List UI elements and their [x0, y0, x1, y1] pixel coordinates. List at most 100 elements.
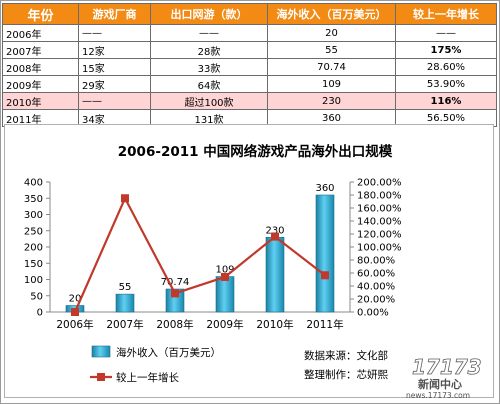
- bar-data-label: 20: [69, 294, 82, 305]
- bar-data-label: 109: [215, 265, 234, 276]
- cell-year: 2010年: [2, 92, 79, 110]
- bar: [215, 276, 235, 313]
- table-row: 2006年 —— —— 20 ——: [2, 24, 497, 42]
- x-tick-label: 2007年: [106, 318, 143, 331]
- legend-swatch-marker: [97, 373, 105, 381]
- cell-year: 2008年: [2, 58, 79, 76]
- growth-marker: [321, 271, 329, 280]
- cell-games: 33款: [150, 58, 268, 76]
- bar: [115, 293, 135, 313]
- cell-vendors: ——: [78, 92, 151, 110]
- watermark-brand: 17173: [412, 355, 482, 379]
- table-row: 2008年 15家 33款 70.74 28.60%: [2, 58, 497, 76]
- chart-container: 2006-2011 中国网络游戏产品海外出口规模 0 50 100 150 200 250…: [4, 124, 494, 398]
- chart-axes: 0 50 100 150 200 250 300 350 400 0.00% 20.00% 40.00…: [24, 178, 402, 332]
- cell-games: ——: [150, 24, 268, 42]
- left-tick-label: 350: [24, 194, 43, 205]
- right-tick-label: 0.00%: [357, 308, 389, 319]
- header-year: 年份: [2, 3, 79, 25]
- watermark-logo: 17173 新闻中心 news.17173.com: [406, 355, 482, 400]
- left-tick-label: 100: [24, 275, 43, 286]
- chart-growth-line: [71, 194, 329, 316]
- bar: [265, 236, 285, 313]
- header-vendors: 游戏厂商: [78, 3, 151, 25]
- legend-label-growth: 较上一年增长: [116, 371, 179, 384]
- cell-revenue: 70.74: [267, 58, 396, 76]
- cell-year: 2009年: [2, 75, 79, 93]
- cell-year: 2007年: [2, 41, 79, 59]
- right-tick-label: 140.00%: [357, 217, 402, 228]
- left-tick-label: 300: [24, 210, 43, 221]
- header-overseas-revenue: 海外收入（百万美元）: [267, 3, 396, 25]
- left-tick-label: 250: [24, 226, 43, 237]
- legend-label-revenue: 海外收入（百万美元）: [116, 346, 221, 359]
- data-table: 年份 游戏厂商 出口网游（款） 海外收入（百万美元） 较上一年增长 2006年 …: [2, 3, 497, 127]
- right-tick-label: 40.00%: [357, 282, 395, 293]
- table-row: 2007年 12家 28款 55 175%: [2, 41, 497, 59]
- bar-data-label: 55: [119, 282, 132, 293]
- cell-revenue: 109: [267, 75, 396, 93]
- legend-item-growth: 较上一年增长: [90, 371, 179, 384]
- cell-vendors: 29家: [78, 75, 151, 93]
- left-tick-label: 0: [37, 308, 43, 319]
- growth-marker: [171, 289, 179, 298]
- table-row: 2009年 29家 64款 109 53.90%: [2, 75, 497, 93]
- cell-revenue: 55: [267, 41, 396, 59]
- legend-item-revenue: 海外收入（百万美元）: [91, 345, 221, 359]
- editor-note: 整理制作：芯妍熙: [304, 368, 388, 381]
- cell-vendors: 15家: [78, 58, 151, 76]
- x-tick-label: 2008年: [156, 318, 193, 331]
- table-row-highlighted: 2010年 —— 超过100款 230 116%: [2, 92, 497, 110]
- right-tick-label: 100.00%: [357, 243, 402, 254]
- table-header-row: 年份 游戏厂商 出口网游（款） 海外收入（百万美元） 较上一年增长: [2, 3, 497, 25]
- bar: [315, 194, 335, 313]
- growth-marker: [221, 272, 229, 281]
- left-tick-label: 200: [24, 243, 43, 254]
- x-tick-label: 2006年: [56, 318, 93, 331]
- chart-bars: 20 55 70.74 109 230 360: [65, 183, 335, 313]
- cell-vendors: 12家: [78, 41, 151, 59]
- growth-marker: [121, 194, 129, 203]
- bar-data-label: 70.74: [161, 277, 190, 288]
- right-tick-label: 160.00%: [357, 204, 402, 215]
- legend-swatch-bar: [91, 345, 111, 358]
- cell-games: 28款: [150, 41, 268, 59]
- right-tick-label: 20.00%: [357, 295, 395, 306]
- chart-legend: 海外收入（百万美元） 较上一年增长: [90, 345, 221, 384]
- x-tick-label: 2011年: [306, 318, 343, 331]
- bar-data-label: 360: [315, 183, 334, 194]
- x-tick-label: 2009年: [206, 318, 243, 331]
- cell-growth: 116%: [395, 92, 497, 110]
- chart-title: 2006-2011 中国网络游戏产品海外出口规模: [118, 143, 393, 160]
- right-tick-label: 60.00%: [357, 269, 395, 280]
- source-note: 数据来源：文化部: [304, 349, 388, 362]
- bar: [165, 288, 185, 313]
- growth-marker: [271, 232, 279, 241]
- table-row: 2011年 34家 131款 360 56.50%: [2, 109, 497, 127]
- cell-growth: 28.60%: [395, 58, 497, 76]
- watermark-subtitle: 新闻中心: [418, 377, 462, 391]
- cell-revenue: 20: [267, 24, 396, 42]
- left-tick-label: 150: [24, 259, 43, 270]
- header-exported-games: 出口网游（款）: [150, 3, 268, 25]
- left-tick-label: 400: [24, 178, 43, 189]
- chart-border: [4, 124, 494, 398]
- bar-data-label: 230: [265, 225, 284, 236]
- chart-svg: 2006-2011 中国网络游戏产品海外出口规模 0 50 100 150 200 250…: [4, 124, 494, 398]
- cell-revenue: 230: [267, 92, 396, 110]
- cell-growth: 53.90%: [395, 75, 497, 93]
- cell-year: 2006年: [2, 24, 79, 42]
- right-tick-label: 180.00%: [357, 191, 402, 202]
- x-tick-label: 2010年: [256, 318, 293, 331]
- watermark-url: news.17173.com: [406, 391, 470, 400]
- growth-marker: [71, 308, 79, 316]
- right-tick-label: 80.00%: [357, 256, 395, 267]
- left-tick-label: 50: [30, 291, 43, 302]
- cell-games: 64款: [150, 75, 268, 93]
- cell-growth: ——: [395, 24, 497, 42]
- right-tick-label: 120.00%: [357, 230, 402, 241]
- cell-vendors: ——: [78, 24, 151, 42]
- cell-games: 超过100款: [150, 92, 268, 110]
- right-tick-label: 200.00%: [357, 178, 402, 189]
- header-growth: 较上一年增长: [395, 3, 497, 25]
